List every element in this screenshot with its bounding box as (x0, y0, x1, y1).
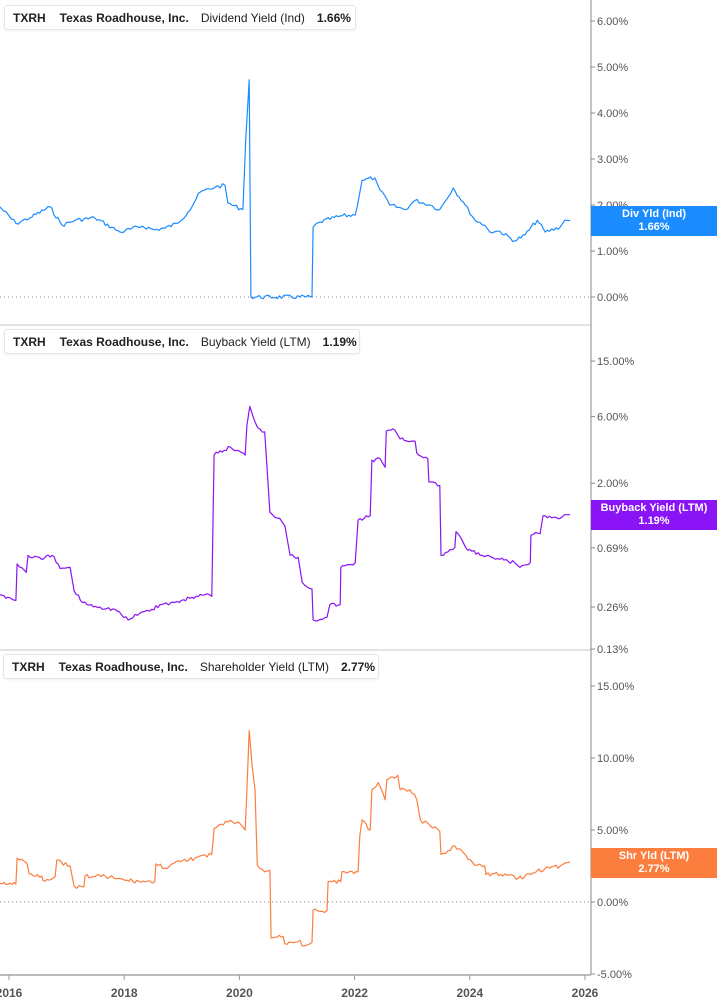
last-value-badge-dividend: Div Yld (Ind) 1.66% (591, 206, 717, 236)
y-tick-label: 2.00% (597, 478, 628, 490)
x-tick-label: 2020 (226, 986, 253, 1000)
y-tick-label: -5.00% (597, 969, 632, 981)
badge-value: 1.66% (638, 221, 670, 233)
legend-ticker: TXRH (13, 10, 46, 25)
last-value-badge-buyback: Buyback Yield (LTM) 1.19% (591, 500, 717, 530)
badge-label: Div Yld (Ind) (622, 208, 686, 220)
y-tick-label: 5.00% (597, 825, 628, 837)
badge-label: Shr Yld (LTM) (618, 850, 690, 862)
y-tick-label: 5.00% (597, 62, 628, 74)
legend-value: 2.77% (341, 659, 376, 674)
legend-ticker: TXRH (13, 334, 46, 349)
y-tick-label: 4.00% (597, 108, 628, 120)
legend-metric: Shareholder Yield (LTM) (199, 659, 329, 674)
series-line (0, 730, 571, 947)
y-tick-label: 0.00% (597, 897, 628, 909)
panel-1: 0.00%1.00%2.00%3.00%4.00%5.00%6.00% (0, 16, 628, 304)
y-tick-label: 6.00% (597, 412, 628, 424)
legend-metric: Buyback Yield (LTM) (200, 334, 311, 349)
legend-shareholder-yield[interactable]: TXRH Texas Roadhouse, Inc. Shareholder Y… (3, 654, 379, 679)
x-tick-label: 2024 (456, 986, 483, 1000)
y-tick-label: 6.00% (597, 16, 628, 28)
badge-label: Buyback Yield (LTM) (600, 502, 708, 514)
legend-value: 1.19% (322, 334, 357, 349)
legend-company: Texas Roadhouse, Inc. (58, 659, 188, 674)
y-tick-label: 15.00% (597, 681, 635, 693)
last-value-badge-shareholder: Shr Yld (LTM) 2.77% (591, 848, 717, 878)
series-line (0, 405, 570, 622)
x-tick-label: 2018 (111, 986, 138, 1000)
y-tick-label: 15.00% (597, 356, 635, 368)
legend-company: Texas Roadhouse, Inc. (59, 10, 189, 25)
y-tick-label: 10.00% (597, 753, 635, 765)
legend-dividend-yield[interactable]: TXRH Texas Roadhouse, Inc. Dividend Yiel… (4, 5, 356, 30)
panel-3: -5.00% 0.00% 5.00% 10.00% 15.00% (0, 681, 635, 981)
legend-company: Texas Roadhouse, Inc. (59, 334, 189, 349)
y-tick-label: 1.00% (597, 246, 628, 258)
y-tick-label: 0.69% (597, 543, 628, 555)
y-tick-label: 0.26% (597, 602, 628, 614)
badge-value: 1.19% (638, 515, 670, 527)
legend-buyback-yield[interactable]: TXRH Texas Roadhouse, Inc. Buyback Yield… (4, 329, 360, 354)
badge-value: 2.77% (638, 863, 670, 875)
legend-ticker: TXRH (12, 659, 45, 674)
legend-metric: Dividend Yield (Ind) (200, 10, 305, 25)
y-tick-label: 0.00% (597, 292, 628, 304)
x-tick-label: 2026 (572, 986, 599, 1000)
legend-value: 1.66% (316, 10, 351, 25)
panel-2: 0.13% 0.26% 0.69% 2.00% 6.00% 15.00% (0, 356, 635, 656)
x-tick-label: 2016 (0, 986, 23, 1000)
y-tick-label: 0.13% (597, 644, 628, 656)
y-tick-label: 3.00% (597, 154, 628, 166)
series-line (0, 79, 571, 300)
x-tick-label: 2022 (341, 986, 368, 1000)
